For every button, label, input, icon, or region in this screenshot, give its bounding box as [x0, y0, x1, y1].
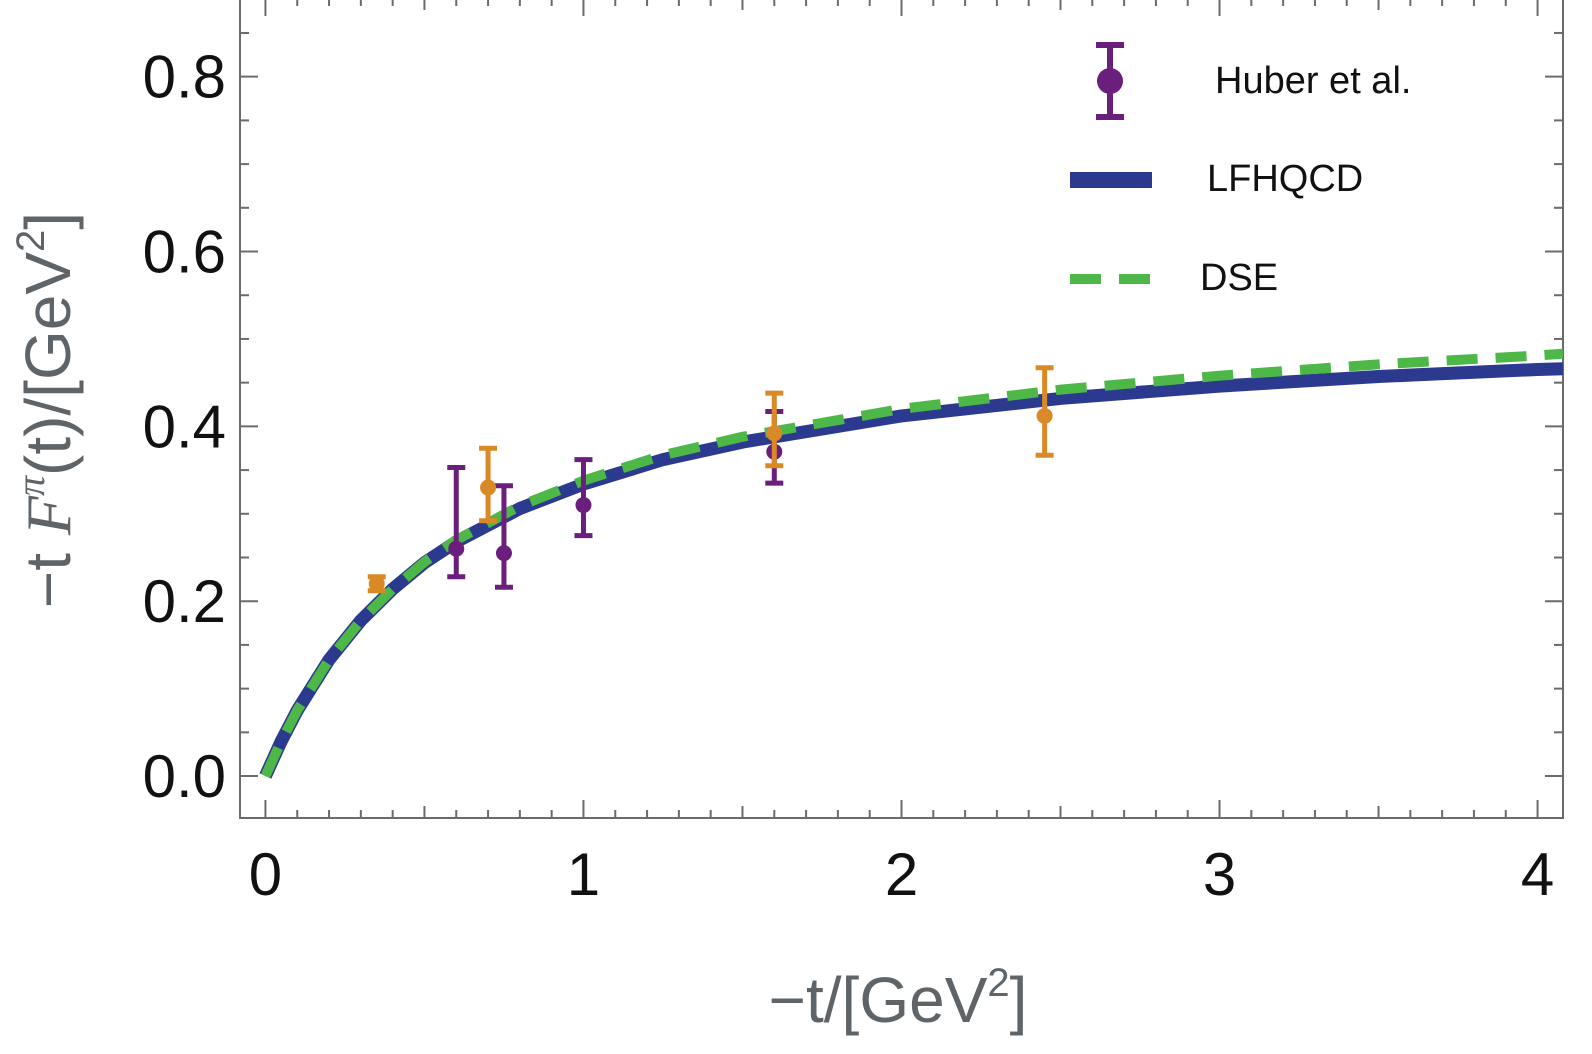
legend-label-huber: Huber et al. [1215, 60, 1411, 102]
legend-label-lfhqcd: LFHQCD [1207, 158, 1363, 200]
axis-ticks [240, 0, 1563, 818]
y-tick-label: 0.6 [143, 219, 226, 286]
data-marker [448, 540, 465, 557]
series-line-lfhqcd [259, 362, 1563, 779]
x-tick-label: 0 [249, 841, 282, 908]
tick-labels: 0 1 2 3 4 0.0 0.2 0.4 0.6 0.8 [143, 44, 1555, 908]
data-marker [368, 575, 385, 592]
x-tick-label: 1 [567, 841, 600, 908]
plot-frame [239, 0, 1564, 819]
data-points [367, 365, 1054, 594]
x-tick-label: 4 [1521, 841, 1554, 908]
data-point-orange [367, 574, 386, 594]
x-axis-title: −t/[GeV2] [769, 961, 1028, 1036]
y-axis-title: −t Fπ(t)/[GeV2] [8, 212, 84, 608]
y-tick-label: 0.2 [143, 568, 226, 635]
data-point-orange [1035, 365, 1054, 458]
data-point-huber [494, 483, 513, 590]
x-tick-label: 2 [885, 841, 918, 908]
data-point-huber [574, 457, 593, 539]
series-line-dse [260, 348, 1563, 779]
data-marker [575, 497, 592, 514]
data-marker [495, 545, 512, 562]
x-tick-label: 3 [1203, 841, 1236, 908]
legend-marker-huber [1096, 42, 1124, 120]
data-point-orange [765, 390, 784, 469]
data-marker [480, 479, 497, 496]
curves [259, 348, 1563, 779]
data-point-huber [447, 464, 466, 580]
legend-label-dse: DSE [1200, 257, 1278, 299]
y-tick-label: 0.0 [143, 743, 226, 810]
data-marker [766, 425, 783, 442]
y-tick-label: 0.4 [143, 393, 226, 460]
data-point-orange [479, 445, 498, 524]
legend: Huber et al. LFHQCD DSE [1070, 42, 1411, 299]
y-tick-label: 0.8 [143, 44, 226, 111]
data-marker [1036, 407, 1053, 424]
